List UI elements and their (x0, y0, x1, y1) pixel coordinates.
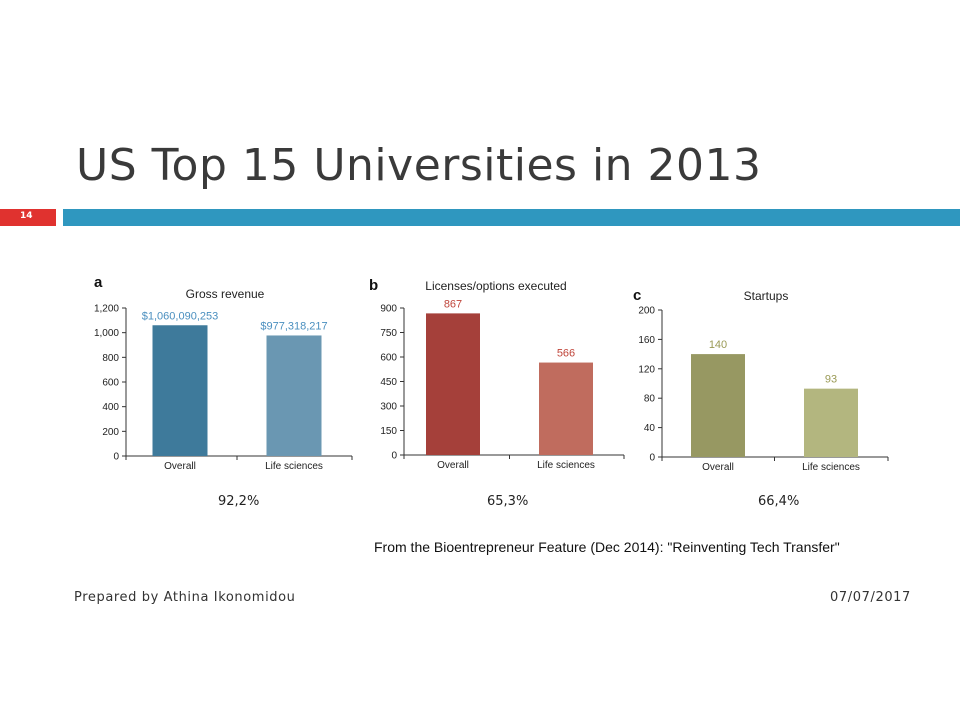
y-tick-label: 150 (380, 426, 397, 437)
bar-data-label: $977,318,217 (260, 320, 327, 332)
bar-life-sciences (804, 388, 858, 457)
bar-overall (691, 354, 745, 457)
bar-data-label: 140 (709, 339, 727, 351)
y-tick-label: 300 (380, 402, 397, 413)
y-tick-label: 200 (102, 427, 119, 438)
bar-data-label: 93 (825, 374, 837, 386)
chart-svg: c Startups 0 40 80 120 160 200 140 Overall 93 Life … (633, 287, 889, 473)
panel-letter: a (94, 274, 103, 291)
percentage-licenses: 65,3% (487, 494, 529, 509)
footer-author: Prepared by Athina Ikonomidou (74, 590, 296, 605)
bar-data-label: 566 (557, 348, 575, 360)
bar-data-label: $1,060,090,253 (142, 310, 218, 322)
y-tick-label: 200 (638, 306, 655, 317)
y-tick-label: 1,000 (94, 328, 119, 339)
source-caption: From the Bioentrepreneur Feature (Dec 20… (374, 539, 840, 555)
y-tick-label: 900 (380, 304, 397, 315)
x-category-label: Overall (164, 461, 196, 472)
bar-data-label: 867 (444, 298, 462, 310)
y-tick-label: 1,200 (94, 304, 119, 315)
chart-svg: a Gross revenue 0 200 400 600 800 1,000 1,200 $1,… (94, 274, 353, 472)
bar-overall (426, 313, 480, 455)
y-tick-label: 750 (380, 328, 397, 339)
x-category-label: Overall (702, 462, 734, 473)
percentage-startups: 66,4% (758, 494, 800, 509)
y-tick-label: 600 (102, 378, 119, 389)
slide-number: 14 (20, 211, 33, 221)
y-tick-label: 600 (380, 353, 397, 364)
title-rule (63, 209, 960, 226)
x-category-label: Overall (437, 460, 469, 471)
x-category-label: Life sciences (802, 462, 860, 473)
chart-svg: b Licenses/options executed 0 150 300 450 600 7… (369, 277, 625, 471)
slide-number-badge: 14 (0, 209, 56, 226)
y-tick-label: 450 (380, 377, 397, 388)
y-tick-label: 160 (638, 335, 655, 346)
y-tick-label: 400 (102, 402, 119, 413)
percentage-gross-revenue: 92,2% (218, 494, 260, 509)
y-tick-label: 800 (102, 353, 119, 364)
chart-gross-revenue: a Gross revenue 0 200 400 600 800 1,000 1,200 $1,… (90, 270, 360, 475)
panel-letter: b (369, 277, 378, 294)
x-category-label: Life sciences (265, 461, 323, 472)
chart-licenses-options: b Licenses/options executed 0 150 300 450 600 7… (366, 270, 636, 475)
footer-date: 07/07/2017 (830, 590, 911, 605)
slide-title: US Top 15 Universities in 2013 (76, 140, 762, 191)
y-tick-label: 80 (644, 394, 656, 405)
y-tick-label: 40 (644, 423, 656, 434)
panel-letter: c (633, 287, 641, 304)
y-tick-label: 0 (391, 451, 397, 462)
chart-title: Gross revenue (186, 287, 265, 301)
x-category-label: Life sciences (537, 460, 595, 471)
bar-overall (152, 325, 208, 456)
y-tick-label: 120 (638, 364, 655, 375)
chart-startups: c Startups 0 40 80 120 160 200 140 Overall 93 Life … (630, 270, 900, 475)
chart-title: Startups (744, 289, 789, 303)
y-tick-label: 0 (113, 452, 119, 463)
bar-life-sciences (539, 362, 593, 455)
bar-life-sciences (266, 335, 322, 456)
y-tick-label: 0 (649, 453, 655, 464)
chart-title: Licenses/options executed (425, 279, 566, 293)
